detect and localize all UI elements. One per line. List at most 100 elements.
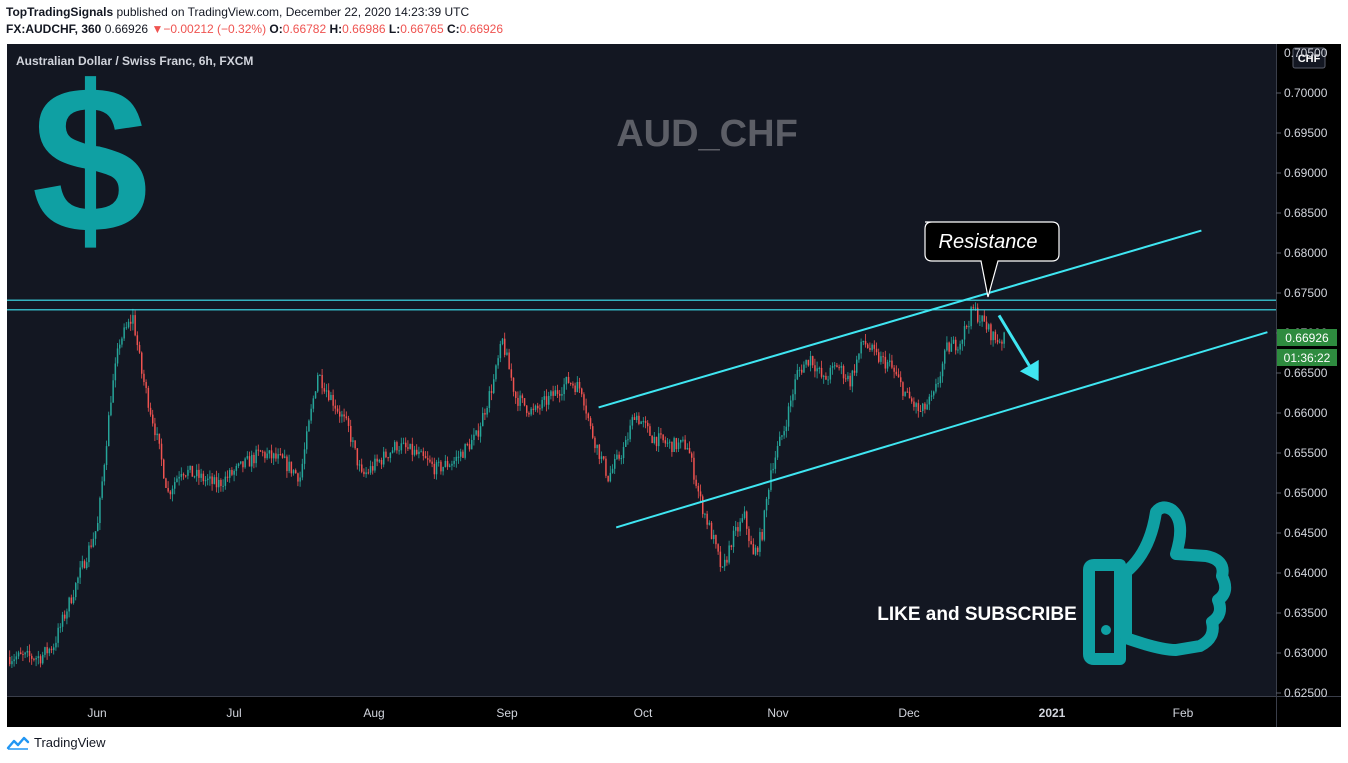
price-tick-label: 0.67500 [1284,286,1328,300]
candle-body [473,434,475,441]
candle-body [875,348,878,353]
candle-body [642,421,645,423]
candle-body [937,383,939,385]
candle-body [862,341,865,343]
candle-body [970,307,972,327]
candle-body [90,545,92,547]
candle-body [515,391,517,398]
price-axis[interactable]: 0.70000 0.69500 0.69000 0.68500 0.68000 0.675… [1276,86,1328,700]
candle-body [873,344,876,349]
candle-body [495,365,497,380]
candle-body [66,611,68,619]
candle-body [693,457,695,480]
chart-title: Australian Dollar / Swiss Franc, 6h, FXC… [16,54,253,68]
candle-body [598,444,601,459]
candle-body [398,450,400,452]
time-tick-label: Dec [898,706,919,720]
candle-body [893,367,895,372]
candle-body [790,400,792,407]
time-tick-label: Oct [634,706,653,720]
candle-body [708,522,711,525]
candle-body [270,450,273,459]
candle-series [9,302,1005,669]
resistance-callout[interactable]: Resistance [924,221,1060,298]
time-axis[interactable]: Jun Jul Aug Sep Oct Nov Dec 2021 Feb [87,706,1193,720]
candle-body [284,456,286,458]
time-tick-label: Feb [1173,706,1194,720]
candle-body [277,454,279,459]
candle-body [801,369,803,373]
time-tick-label: Jul [226,706,241,720]
candle-body [682,439,684,441]
candle-body [636,415,638,420]
candle-body [930,395,933,397]
candle-body [286,456,288,472]
candle-body [22,654,24,656]
lower-channel-line[interactable] [615,331,1268,529]
candle-body [754,547,757,555]
candle-body [42,654,44,664]
candle-body [996,339,999,343]
candle-body [730,545,733,547]
candle-body [614,458,616,469]
candle-body [671,441,673,452]
candle-body [532,408,535,410]
candle-body [933,391,935,396]
candle-body [160,443,163,460]
upper-channel-line[interactable] [598,229,1202,409]
candle-body [644,421,647,423]
candle-body [33,658,35,660]
watermark-title: AUD_CHF [616,113,798,155]
down-arrow-annotation[interactable] [997,314,1039,381]
price-tick-label: 0.65500 [1284,446,1328,460]
candle-body [1003,332,1005,344]
candle-body [114,363,117,381]
candle-body [528,412,530,415]
candle-body [882,356,884,358]
candle-body [490,391,493,393]
candle-body [189,465,191,470]
publisher-name[interactable]: TopTradingSignals [6,5,114,19]
candle-body [669,441,671,443]
plot-area[interactable] [7,44,1276,696]
candle-body [702,496,704,515]
candle-body [510,369,513,378]
price-chart[interactable]: Australian Dollar / Swiss Franc, 6h, FXC… [0,42,1348,730]
candle-body [121,338,123,345]
candle-body [620,458,623,460]
candle-body [222,485,224,487]
candle-body [521,395,524,399]
candle-body [57,627,59,643]
candle-body [198,469,200,478]
candle-body [825,375,827,380]
time-tick-label: Sep [496,706,518,720]
candle-body [354,440,356,449]
price-axis-top-label: 0.70500 [1284,46,1328,60]
candle-body [385,451,387,458]
currency-button[interactable] [1292,47,1326,69]
like-subscribe-text: LIKE and SUBSCRIBE [877,604,1077,625]
candle-body [39,656,42,664]
candle-body [721,566,724,568]
candle-body [262,451,264,453]
candle-body [904,391,906,396]
ohlc-legend: FX:AUDCHF, 360 0.66926 ▼−0.00212 (−0.32%… [6,22,503,36]
chart-container[interactable]: Australian Dollar / Swiss Franc, 6h, FXC… [0,42,1348,730]
candle-body [838,367,840,369]
candle-body [783,431,785,436]
candle-body [561,394,563,396]
tradingview-brand[interactable]: TradingView [6,735,106,750]
candle-body [906,391,909,393]
last-price: 0.66926 [104,22,149,36]
candle-body [884,356,887,369]
candle-body [356,448,359,466]
thumbs-up-icon[interactable] [1083,501,1232,665]
candle-body [193,476,196,478]
candle-body [724,559,726,567]
candle-body [864,341,867,345]
candle-body [499,344,502,359]
candle-body [710,522,713,540]
candle-body [748,528,750,542]
candle-body [699,491,702,497]
candle-body [332,394,334,406]
